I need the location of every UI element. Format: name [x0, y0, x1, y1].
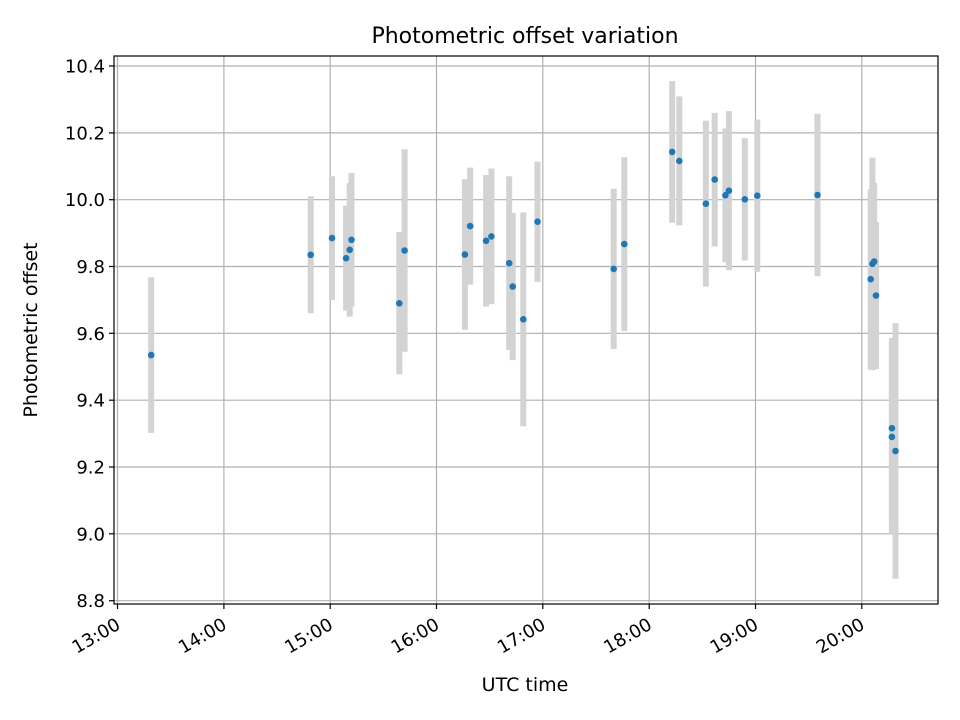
- data-point: [676, 157, 683, 165]
- y-tick-label: 10.2: [65, 123, 105, 144]
- y-tick-label: 10.0: [65, 190, 105, 211]
- plot-frame: [113, 55, 939, 605]
- y-tick-label: 9.6: [76, 324, 105, 345]
- data-point: [725, 187, 733, 194]
- data-point: [754, 192, 761, 199]
- data-point: [505, 259, 513, 267]
- data-point: [396, 300, 403, 307]
- data-point: [461, 251, 469, 258]
- x-tick-label: 16:00: [388, 614, 443, 658]
- data-point: [534, 218, 541, 225]
- data-point: [621, 240, 628, 248]
- data-point: [401, 247, 408, 254]
- data-point: [888, 433, 896, 441]
- data-point: [711, 176, 718, 183]
- x-axis-label: UTC time: [482, 674, 569, 696]
- data-point: [814, 191, 821, 199]
- y-tick-label: 9.0: [76, 524, 105, 545]
- data-point: [466, 222, 474, 230]
- data-point: [702, 200, 710, 207]
- data-point: [348, 236, 355, 244]
- x-tick-label: 20:00: [813, 614, 868, 658]
- y-axis-label: Photometric offset: [20, 242, 42, 417]
- y-tick-label: 9.4: [76, 391, 105, 412]
- data-point: [888, 424, 896, 432]
- data-point: [488, 233, 495, 240]
- x-tick-label: 19:00: [707, 614, 762, 658]
- data-point: [741, 196, 749, 203]
- x-tick-label: 18:00: [600, 614, 655, 658]
- y-tick-label: 9.2: [76, 458, 105, 479]
- data-point: [872, 292, 880, 299]
- data-point: [509, 283, 516, 290]
- x-tick-label: 13:00: [69, 614, 124, 658]
- x-tick-label: 15:00: [281, 614, 336, 658]
- y-tick-label: 9.8: [76, 257, 105, 278]
- data-point: [346, 246, 354, 254]
- data-point: [147, 351, 155, 359]
- data-point: [520, 316, 527, 323]
- x-tick-label: 14:00: [175, 614, 230, 658]
- error-bars: [148, 81, 899, 579]
- data-point: [482, 237, 490, 245]
- data-points: [147, 148, 899, 455]
- data-point: [722, 192, 729, 199]
- y-tick-label: 8.8: [76, 591, 105, 612]
- data-point: [870, 258, 878, 265]
- data-point: [307, 251, 315, 259]
- data-point: [328, 234, 336, 242]
- chart-title: Photometric offset variation: [371, 24, 678, 49]
- data-point: [668, 148, 676, 156]
- data-point: [867, 275, 874, 283]
- data-point: [610, 265, 617, 273]
- x-tick-label: 17:00: [494, 614, 549, 658]
- data-point: [892, 447, 899, 455]
- data-point: [342, 254, 350, 262]
- y-tick-label: 10.4: [65, 57, 105, 78]
